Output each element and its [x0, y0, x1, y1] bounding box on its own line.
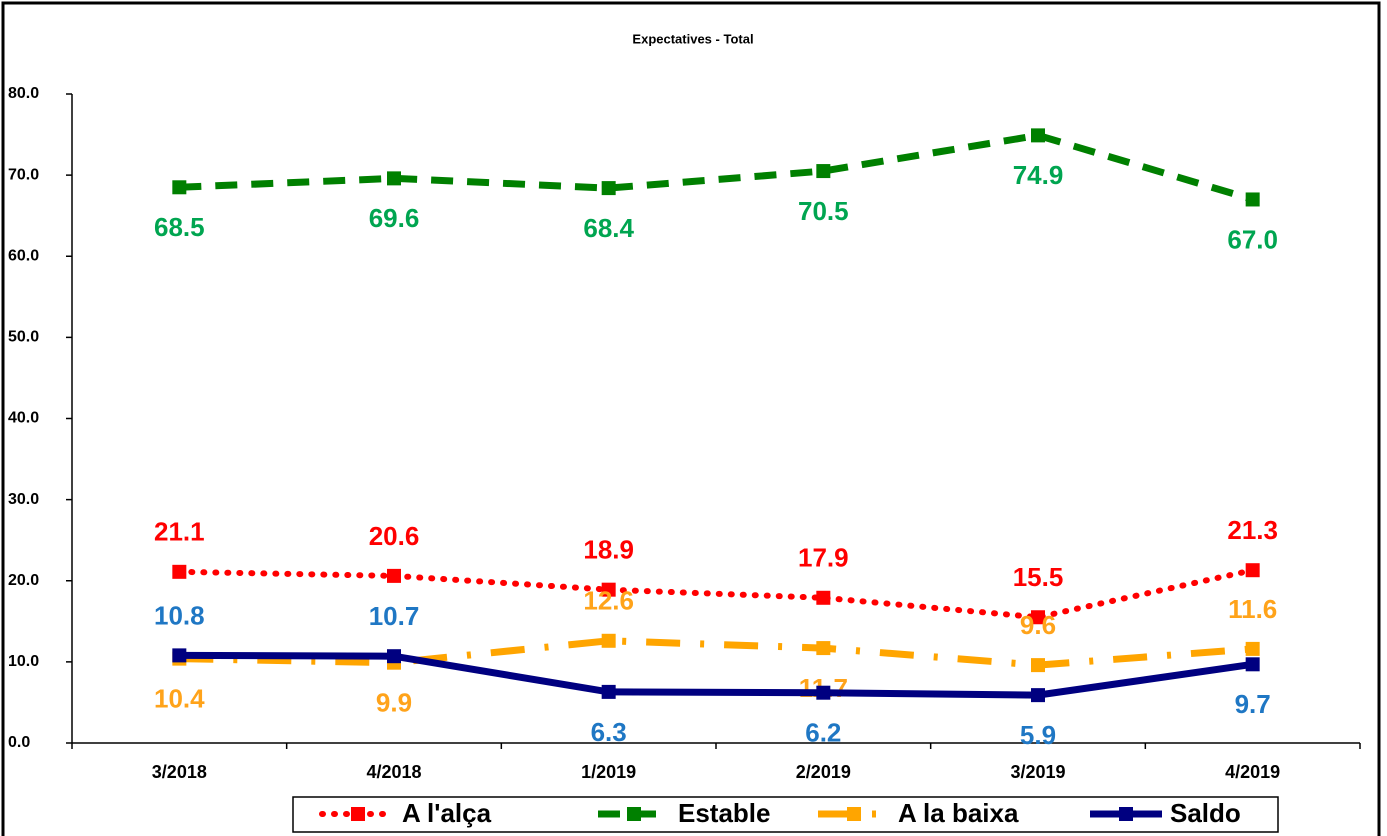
data-label: 5.9 — [1020, 720, 1056, 750]
x-tick-label: 3/2019 — [1010, 762, 1065, 782]
marker — [816, 685, 831, 700]
legend-marker — [627, 807, 641, 821]
legend-marker — [847, 807, 861, 821]
marker — [387, 568, 401, 583]
marker — [1245, 563, 1260, 578]
marker — [172, 180, 187, 195]
marker — [1031, 658, 1045, 673]
data-label: 9.7 — [1235, 689, 1271, 719]
chart-title: Expectatives - Total — [632, 31, 753, 46]
data-label: 10.8 — [154, 600, 205, 630]
data-label: 6.2 — [805, 718, 841, 748]
data-label: 9.6 — [1020, 610, 1056, 640]
marker — [387, 171, 401, 186]
marker — [387, 649, 401, 664]
y-tick-label: 60.0 — [8, 247, 39, 264]
data-label: 67.0 — [1227, 224, 1278, 254]
data-label: 10.7 — [369, 601, 420, 631]
marker — [1245, 657, 1260, 672]
legend-label: A l'alça — [402, 798, 492, 828]
data-label: 70.5 — [798, 196, 849, 226]
marker — [1245, 641, 1260, 656]
data-label: 9.9 — [376, 688, 412, 718]
marker — [172, 564, 187, 579]
y-tick-label: 20.0 — [8, 572, 39, 589]
marker — [601, 582, 616, 597]
marker — [816, 641, 831, 656]
data-label: 12.6 — [583, 586, 634, 616]
legend-label: Estable — [678, 798, 771, 828]
y-tick-label: 80.0 — [8, 85, 39, 102]
y-tick-label: 0.0 — [8, 734, 30, 751]
legend-label: A la baixa — [898, 798, 1019, 828]
data-label: 68.4 — [583, 213, 634, 243]
y-tick-label: 10.0 — [8, 653, 39, 670]
marker — [172, 648, 187, 663]
data-label: 10.4 — [154, 684, 205, 714]
x-tick-label: 4/2019 — [1225, 762, 1280, 782]
series-line — [179, 651, 1254, 699]
data-label: 18.9 — [583, 535, 634, 565]
x-tick-label: 3/2018 — [152, 762, 207, 782]
series-line — [176, 567, 1256, 621]
data-label: 11.6 — [1228, 594, 1277, 624]
series-line — [179, 637, 1253, 669]
legend-marker — [351, 807, 365, 821]
y-tick-label: 70.0 — [8, 166, 39, 183]
x-tick-label: 2/2019 — [796, 762, 851, 782]
data-label: 20.6 — [369, 521, 420, 551]
marker — [1031, 688, 1045, 703]
marker — [1245, 192, 1260, 207]
data-label: 6.3 — [591, 717, 627, 747]
data-label: 21.1 — [154, 517, 205, 547]
y-tick-label: 30.0 — [8, 491, 39, 508]
data-label: 21.3 — [1227, 515, 1278, 545]
y-tick-label: 40.0 — [8, 410, 39, 427]
marker — [601, 181, 616, 196]
marker — [816, 590, 831, 605]
data-label: 17.9 — [798, 543, 849, 573]
data-label: 15.5 — [1013, 562, 1064, 592]
marker — [601, 684, 616, 699]
legend-marker — [1119, 807, 1133, 821]
data-label: 68.5 — [154, 212, 205, 242]
data-label: 69.6 — [369, 203, 420, 233]
legend-label: Saldo — [1170, 798, 1241, 828]
series-line — [179, 131, 1254, 203]
marker — [816, 164, 831, 179]
data-label: 74.9 — [1013, 160, 1064, 190]
marker — [1031, 610, 1045, 625]
y-tick-label: 50.0 — [8, 329, 39, 346]
marker — [601, 633, 616, 648]
x-tick-label: 1/2019 — [581, 762, 636, 782]
marker — [1031, 128, 1045, 143]
x-tick-label: 4/2018 — [366, 762, 421, 782]
